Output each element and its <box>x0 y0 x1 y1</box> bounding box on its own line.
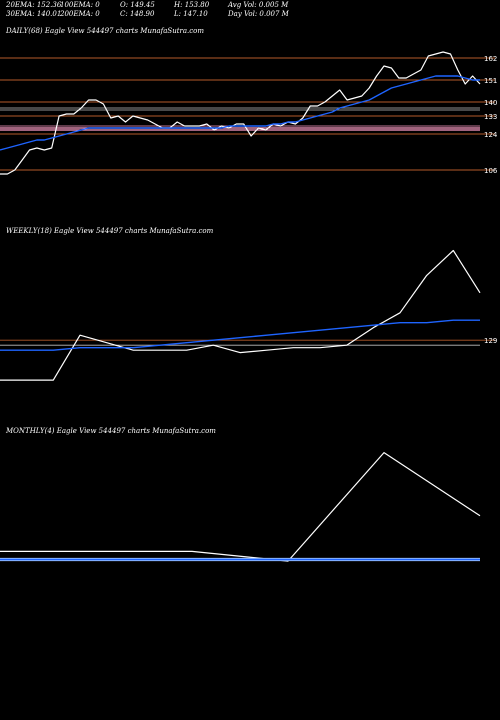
level-label-106: 106 <box>484 167 498 175</box>
stat-close: C: 148.90 <box>120 10 155 18</box>
stat-low: L: 147.10 <box>174 10 208 18</box>
stats-header: 20EMA: 152.36 100EMA: 0 O: 149.45 H: 153… <box>6 1 289 100</box>
level-label-124: 124 <box>484 131 498 139</box>
level-label-162: 162 <box>484 55 497 63</box>
level-label-129: 129 <box>484 337 497 345</box>
level-label-140: 140 <box>484 99 497 107</box>
stat-day-vol: Day Vol: 0.007 M <box>228 10 289 18</box>
ema-line-daily <box>0 75 480 151</box>
stat-30ema: 30EMA: 140.01 <box>6 10 62 18</box>
stat-open: O: 149.45 <box>120 1 155 9</box>
price-line-monthly <box>0 452 481 562</box>
stat-20ema: 20EMA: 152.36 <box>6 1 62 9</box>
stat-avg-vol: Avg Vol: 0.005 M <box>228 1 289 9</box>
panel-title-monthly: MONTHLY(4) Eagle View 544497 charts Muna… <box>5 427 216 435</box>
ema-line-weekly <box>0 319 480 351</box>
level-label-133: 133 <box>484 113 497 121</box>
stat-high: H: 153.80 <box>174 1 210 9</box>
price-line-daily <box>0 51 481 175</box>
panel-title-weekly: WEEKLY(18) Eagle View 544497 charts Muna… <box>6 227 214 235</box>
level-label-151: 151 <box>484 77 497 85</box>
stat-100ema: 100EMA: 0 <box>60 1 100 9</box>
price-line-weekly <box>0 249 481 381</box>
stat-200ema: 200EMA: 0 <box>60 10 100 18</box>
panel-title-daily: DAILY(68) Eagle View 544497 charts Munaf… <box>5 27 204 35</box>
